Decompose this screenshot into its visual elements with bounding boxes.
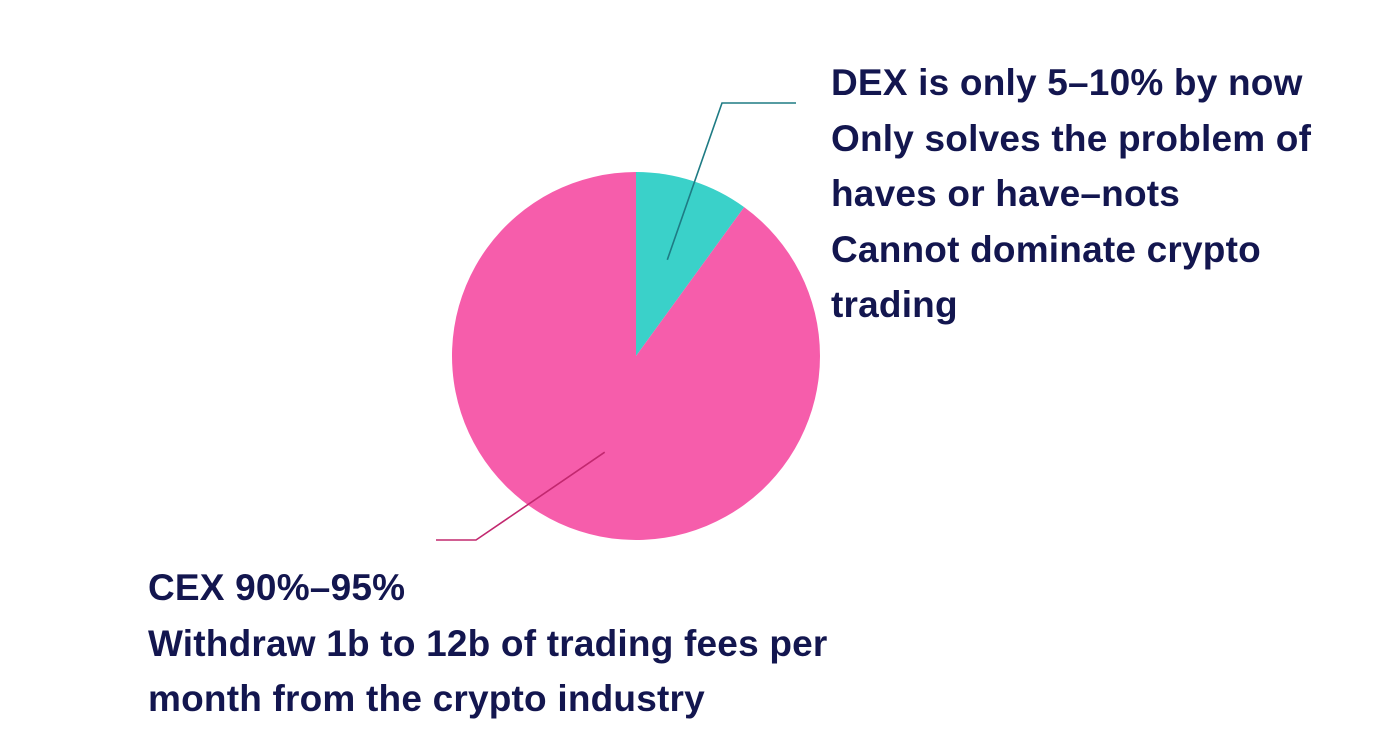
dex-annotation-line: Cannot dominate crypto bbox=[831, 228, 1261, 270]
cex-annotation-line: CEX 90%–95% bbox=[148, 567, 406, 608]
leader-line-cex bbox=[436, 451, 606, 541]
dex-annotation-line: Only solves the problem of bbox=[831, 117, 1312, 159]
dex-annotation-line: trading bbox=[831, 284, 958, 325]
pie-slice-dex bbox=[636, 172, 745, 356]
cex-annotation-line: Withdraw 1b to 12b of trading fees per bbox=[148, 622, 828, 664]
dex-annotation-line: DEX is only 5–10% by now bbox=[831, 62, 1303, 103]
cex-annotation: CEX 90%–95% Withdraw 1b to 12b of tradin… bbox=[148, 560, 828, 727]
pie-slice-cex bbox=[451, 172, 820, 540]
leader-line-dex bbox=[666, 102, 796, 261]
dex-annotation: DEX is only 5–10% by now Only solves the… bbox=[831, 55, 1311, 333]
cex-annotation-line: month from the crypto industry bbox=[148, 678, 705, 719]
dex-annotation-line: haves or have–nots bbox=[831, 173, 1181, 214]
